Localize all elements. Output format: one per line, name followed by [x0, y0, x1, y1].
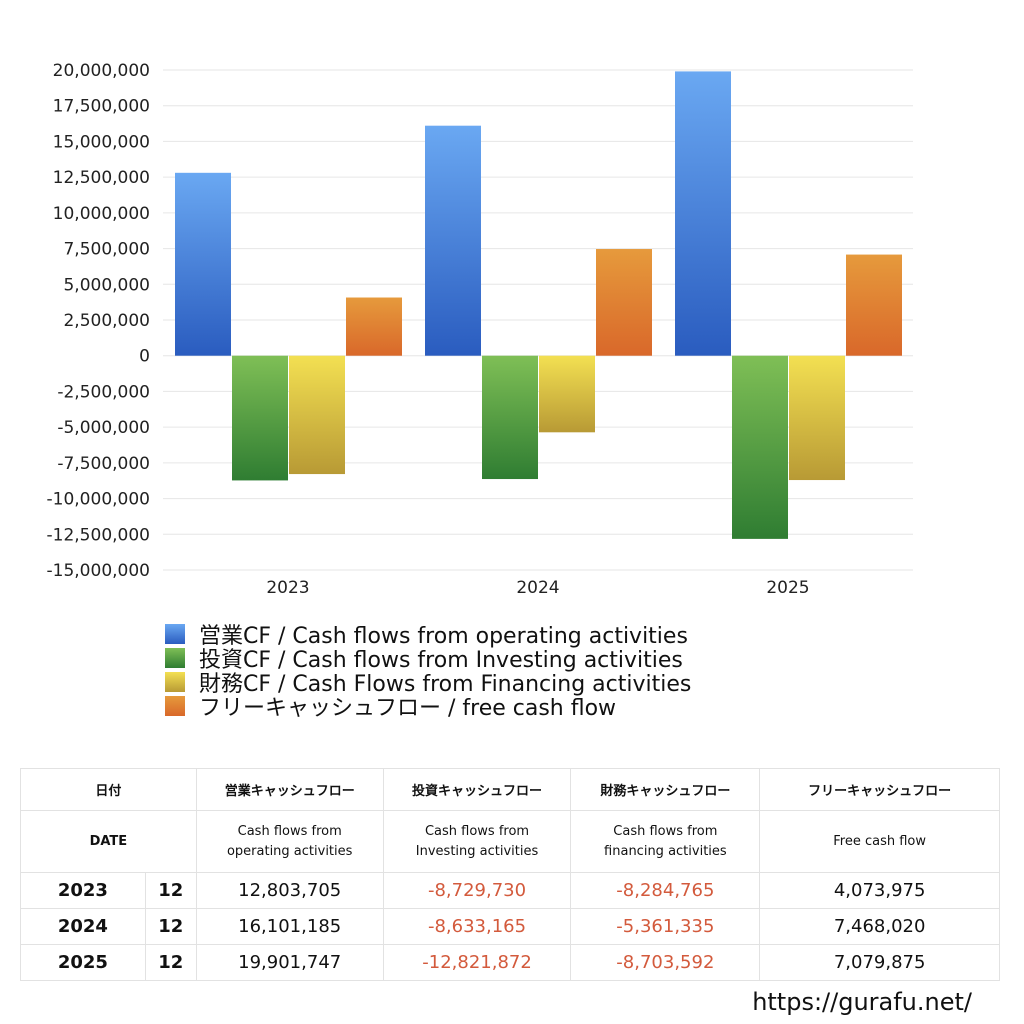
legend-item-free: フリーキャッシュフロー / free cash flow — [165, 694, 691, 721]
header-financing-jp: 財務キャッシュフロー — [570, 768, 761, 811]
row-year: 2024 — [20, 908, 146, 945]
y-tick-label: 15,000,000 — [53, 132, 150, 152]
header-investing-en-line2: Investing activities — [415, 843, 539, 859]
header-free-jp: フリーキャッシュフロー — [759, 768, 1000, 811]
y-tick-label: 12,500,000 — [53, 168, 150, 188]
header-operating-en-line1: Cash flows from — [237, 823, 342, 839]
bar-2023-series-1 — [232, 355, 288, 481]
bar-2024-series-1 — [482, 355, 538, 480]
row-investing: -8,729,730 — [382, 872, 572, 909]
y-tick-label: 10,000,000 — [53, 204, 150, 224]
bar-2023-series-0 — [175, 172, 231, 356]
legend-label-operating: 営業CF / Cash flows from operating activit… — [199, 624, 688, 649]
y-tick-label: -15,000,000 — [47, 561, 150, 581]
legend-label-financing: 財務CF / Cash Flows from Financing activit… — [199, 672, 692, 697]
chart-legend: 営業CF / Cash flows from operating activit… — [165, 622, 691, 721]
x-category-label: 2024 — [516, 578, 559, 598]
legend-swatch-investing — [165, 648, 185, 668]
row-free: 7,468,020 — [759, 908, 1000, 945]
header-financing-en-line1: Cash flows from — [613, 823, 718, 839]
y-tick-label: -2,500,000 — [57, 382, 150, 402]
y-tick-label: 5,000,000 — [63, 275, 150, 295]
header-operating-jp: 営業キャッシュフロー — [195, 768, 384, 811]
cash-flow-table: 日付 営業キャッシュフロー 投資キャッシュフロー 財務キャッシュフロー フリーキ… — [20, 768, 1000, 981]
table-header-row-en: DATE Cash flows from operating activities… — [20, 810, 1000, 873]
x-category-label: 2025 — [766, 578, 809, 598]
row-operating: 19,901,747 — [195, 944, 384, 981]
header-date-en: DATE — [20, 810, 197, 873]
y-tick-label: 17,500,000 — [53, 97, 150, 117]
bar-2024-series-3 — [596, 249, 652, 356]
header-date-jp: 日付 — [20, 768, 197, 811]
y-tick-label: -7,500,000 — [57, 454, 150, 474]
row-financing: -8,284,765 — [570, 872, 761, 909]
bar-2025-series-0 — [675, 71, 731, 356]
legend-item-operating: 営業CF / Cash flows from operating activit… — [165, 622, 691, 649]
header-free-en: Free cash flow — [759, 810, 1000, 873]
bar-2025-series-2 — [789, 355, 845, 481]
x-category-label: 2023 — [266, 578, 309, 598]
header-investing-en: Cash flows from Investing activities — [382, 810, 572, 873]
y-tick-label: -10,000,000 — [47, 490, 150, 510]
row-operating: 12,803,705 — [195, 872, 384, 909]
bar-2023-series-3 — [346, 297, 402, 356]
gridlines — [163, 69, 913, 571]
row-investing: -12,821,872 — [382, 944, 572, 981]
site-url[interactable]: https://gurafu.net/ — [752, 988, 972, 1016]
y-tick-label: 7,500,000 — [63, 240, 150, 260]
header-investing-en-line1: Cash flows from — [424, 823, 530, 839]
y-tick-label: 0 — [139, 347, 150, 367]
y-axis-tick-labels: 20,000,000 17,500,000 15,000,000 12,500,000… — [47, 61, 150, 581]
bar-2025-series-1 — [732, 355, 788, 539]
table-row: 2024 12 16,101,185 -8,633,165 -5,361,335… — [20, 908, 1000, 945]
table-row: 2023 12 12,803,705 -8,729,730 -8,284,765… — [20, 872, 1000, 909]
legend-item-financing: 財務CF / Cash Flows from Financing activit… — [165, 670, 691, 697]
row-financing: -8,703,592 — [570, 944, 761, 981]
legend-swatch-free — [165, 696, 185, 716]
bar-2024-series-0 — [425, 125, 481, 356]
legend-label-free: フリーキャッシュフロー / free cash flow — [199, 696, 617, 721]
row-year: 2025 — [20, 944, 146, 981]
row-month: 12 — [144, 908, 197, 945]
row-month: 12 — [144, 944, 197, 981]
y-tick-label: -12,500,000 — [47, 525, 150, 545]
legend-swatch-financing — [165, 672, 185, 692]
bar-2025-series-3 — [846, 254, 902, 356]
row-free: 4,073,975 — [759, 872, 1000, 909]
header-operating-en: Cash flows from operating activities — [195, 810, 384, 873]
y-tick-label: -5,000,000 — [57, 418, 150, 438]
legend-item-investing: 投資CF / Cash flows from Investing activit… — [165, 646, 691, 673]
bars — [175, 71, 902, 539]
row-investing: -8,633,165 — [382, 908, 572, 945]
legend-label-investing: 投資CF / Cash flows from Investing activit… — [199, 648, 683, 673]
row-operating: 16,101,185 — [195, 908, 384, 945]
header-financing-en-line2: financing activities — [604, 843, 727, 859]
row-financing: -5,361,335 — [570, 908, 761, 945]
row-free: 7,079,875 — [759, 944, 1000, 981]
row-year: 2023 — [20, 872, 146, 909]
y-tick-label: 20,000,000 — [53, 61, 150, 81]
table-row: 2025 12 19,901,747 -12,821,872 -8,703,59… — [20, 944, 1000, 981]
table-header-row-jp: 日付 営業キャッシュフロー 投資キャッシュフロー 財務キャッシュフロー フリーキ… — [20, 768, 1000, 811]
y-tick-label: 2,500,000 — [63, 311, 150, 331]
legend-swatch-operating — [165, 624, 185, 644]
x-axis-category-labels: 2023 2024 2025 — [266, 578, 809, 598]
header-operating-en-line2: operating activities — [226, 843, 353, 859]
header-investing-jp: 投資キャッシュフロー — [382, 768, 572, 811]
row-month: 12 — [144, 872, 197, 909]
header-financing-en: Cash flows from financing activities — [570, 810, 761, 873]
bar-2024-series-2 — [539, 355, 595, 433]
cash-flow-chart: 20,000,000 17,500,000 15,000,000 12,500,000… — [47, 61, 913, 598]
bar-2023-series-2 — [289, 355, 345, 475]
